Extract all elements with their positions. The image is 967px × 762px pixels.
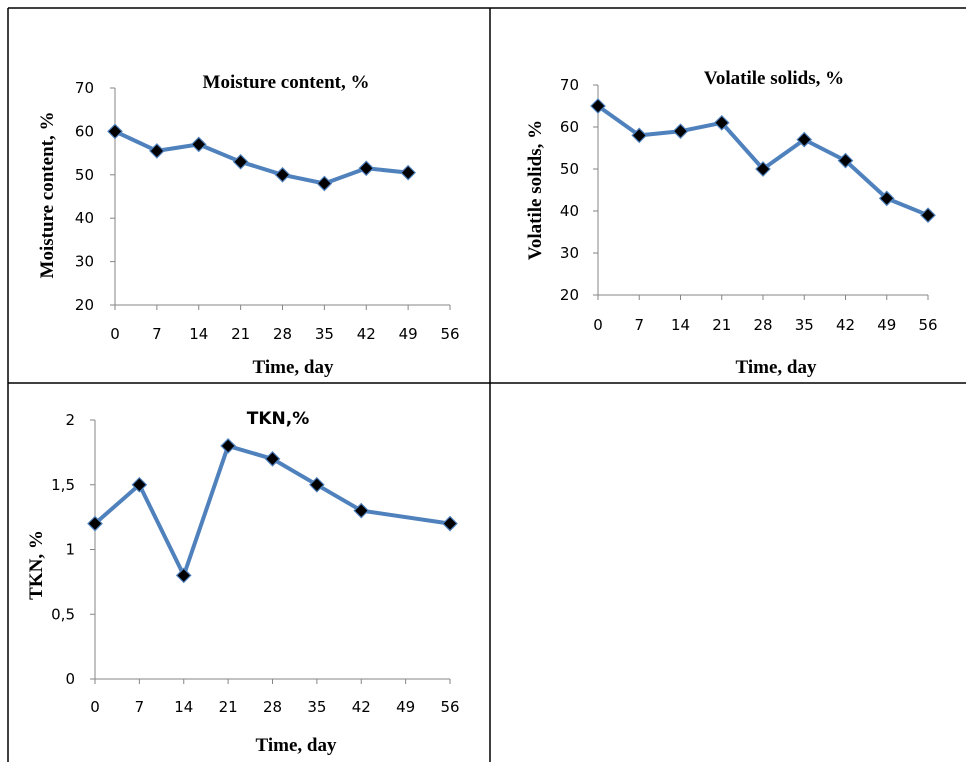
data-point-marker (672, 123, 689, 140)
moisture-content-chart: 20 30 40 50 60 70 0 7 14 21 28 35 42 49 56 Moisture con… (37, 72, 460, 378)
chart-title: Volatile solids, % (704, 68, 844, 89)
data-point-marker (87, 515, 103, 532)
x-tick-label: 28 (753, 316, 772, 334)
x-tick-label: 28 (273, 325, 292, 343)
x-tick-label: 14 (671, 316, 690, 334)
x-tick-label: 35 (795, 316, 814, 334)
y-tick-label: 2 (65, 411, 75, 429)
series-line (596, 104, 930, 218)
y-axis-title: Moisture content, % (37, 112, 58, 279)
x-tick-label: 28 (263, 698, 282, 716)
data-point-marker (175, 567, 192, 584)
y-tick-label: 40 (560, 202, 579, 220)
x-tick-label: 49 (877, 316, 896, 334)
y-tick-label: 20 (560, 286, 579, 304)
x-tick-label: 56 (918, 316, 937, 334)
data-point-marker (309, 476, 325, 493)
chart-title: TKN,% (247, 409, 310, 429)
data-point-marker (400, 164, 416, 181)
data-point-marker (837, 152, 854, 169)
y-tick-label: 40 (75, 209, 94, 227)
x-tick-label: 0 (90, 698, 100, 716)
x-tick-label: 56 (440, 325, 459, 343)
x-tick-label: 7 (135, 698, 145, 716)
y-tick-label: 30 (75, 253, 94, 271)
series-line (113, 129, 411, 186)
x-tick-label: 0 (593, 316, 603, 334)
data-point-marker (316, 175, 333, 192)
x-tick-label: 42 (352, 698, 371, 716)
x-tick-label: 21 (712, 316, 731, 334)
data-point-marker (920, 207, 936, 224)
x-tick-label: 49 (396, 698, 415, 716)
y-tick-label: 0 (65, 670, 75, 688)
x-tick-label: 7 (634, 316, 644, 334)
data-point-marker (131, 476, 148, 493)
x-tick-label: 14 (189, 325, 208, 343)
data-point-marker (107, 123, 123, 140)
x-axis-title: Time, day (736, 357, 817, 378)
data-point-marker (149, 143, 165, 159)
y-axis-title: TKN, % (26, 530, 47, 600)
data-point-marker (442, 515, 458, 532)
x-tick-label: 42 (357, 325, 376, 343)
y-tick-label: 70 (560, 76, 579, 94)
tkn-chart: 0 0,5 1 1,5 2 0 7 14 21 28 35 42 49 56 TKN,% Time, day T… (26, 409, 460, 756)
data-point-marker (274, 166, 291, 183)
chart-title: Moisture content, % (203, 72, 370, 93)
x-tick-label: 49 (399, 325, 418, 343)
data-point-marker (264, 451, 281, 467)
series-line (93, 443, 452, 578)
data-point-marker (590, 98, 606, 114)
x-tick-label: 56 (440, 698, 459, 716)
y-tick-label: 20 (75, 296, 94, 314)
y-tick-label: 50 (75, 166, 94, 184)
x-axis-title: Time, day (256, 735, 337, 756)
data-point-marker (190, 136, 207, 153)
x-tick-label: 21 (219, 698, 238, 716)
x-tick-label: 14 (174, 698, 193, 716)
x-tick-label: 21 (231, 325, 250, 343)
x-tick-label: 35 (315, 325, 334, 343)
data-point-marker (353, 502, 370, 519)
y-tick-label: 50 (560, 160, 579, 178)
data-point-marker (232, 153, 249, 170)
y-tick-label: 1 (65, 541, 75, 559)
x-tick-label: 35 (307, 698, 326, 716)
data-point-marker (878, 190, 895, 207)
table-grid (7, 7, 966, 762)
y-tick-label: 60 (75, 122, 94, 140)
data-point-marker (358, 160, 375, 177)
data-point-marker (755, 161, 771, 177)
y-axis-title: Volatile solids, % (525, 120, 546, 260)
y-tick-label: 70 (75, 79, 94, 97)
data-point-marker (713, 114, 730, 131)
y-tick-label: 0,5 (51, 605, 75, 623)
volatile-solids-chart: 20 30 40 50 60 70 0 7 14 21 28 35 42 49 56 Volatile sol… (525, 68, 938, 378)
data-point-marker (631, 127, 648, 144)
y-tick-label: 30 (560, 244, 579, 262)
x-axis-title: Time, day (253, 357, 334, 378)
x-tick-label: 0 (110, 325, 120, 343)
y-tick-label: 60 (560, 118, 579, 136)
x-tick-label: 7 (152, 325, 162, 343)
data-point-marker (220, 438, 236, 454)
data-point-marker (796, 131, 813, 148)
x-tick-label: 42 (836, 316, 855, 334)
y-tick-label: 1,5 (51, 476, 75, 494)
